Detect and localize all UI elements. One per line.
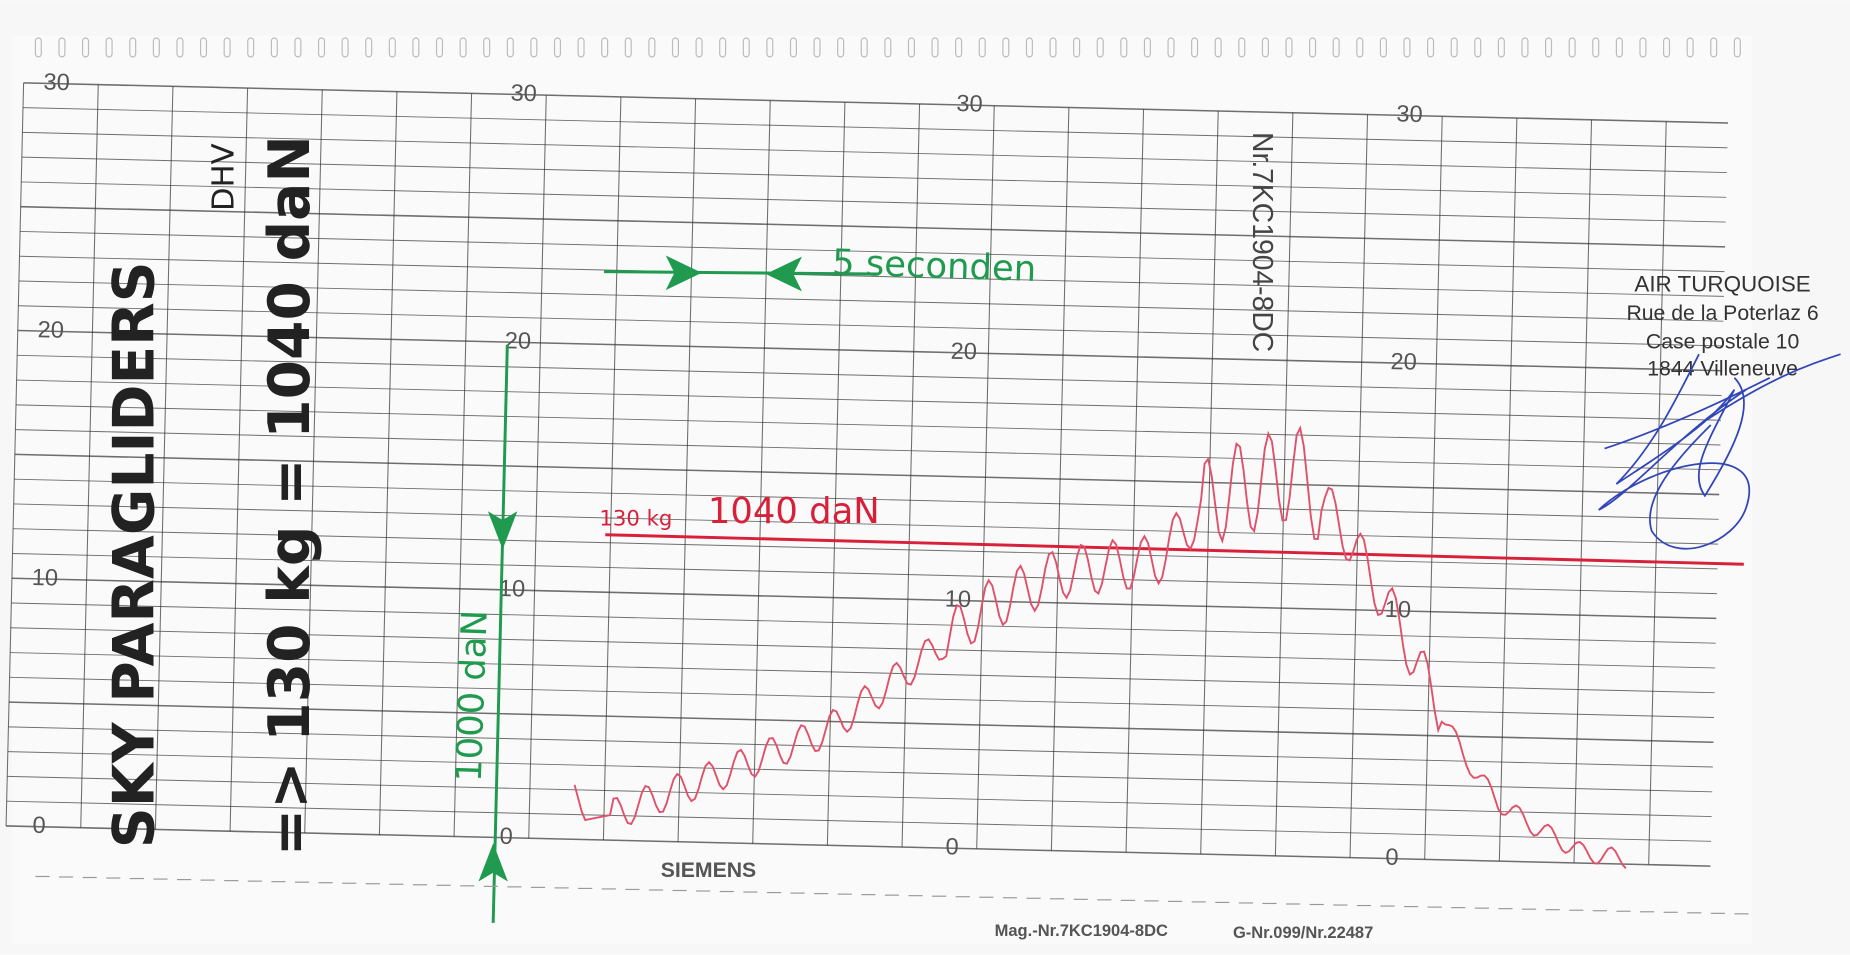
scale-label: 30 bbox=[43, 69, 70, 96]
stamp-line: 1844 Villeneuve bbox=[1647, 357, 1798, 380]
scanned-recorder-chart: 3020100302010030201003020100 5 seconden … bbox=[0, 0, 1850, 955]
scale-label: 10 bbox=[32, 564, 59, 591]
load-label: 1040 daN bbox=[708, 491, 880, 532]
scale-label: 0 bbox=[1385, 844, 1399, 870]
scale-label: 0 bbox=[945, 833, 959, 859]
stamp-line: AIR TURQUOISE bbox=[1634, 272, 1810, 297]
scale-label: 0 bbox=[499, 823, 513, 849]
scale-note: 1000 daN bbox=[449, 609, 496, 782]
weight-label: 130 kg bbox=[599, 506, 672, 531]
scale-label: 20 bbox=[1390, 348, 1417, 375]
scale-label: 30 bbox=[1396, 100, 1423, 127]
scale-label: 20 bbox=[37, 316, 64, 343]
manufacturer: SIEMENS bbox=[661, 859, 757, 882]
scale-label: 30 bbox=[510, 80, 537, 107]
test-note: => 130 kg = 1040 daN bbox=[257, 135, 323, 856]
scale-label: 0 bbox=[32, 812, 46, 838]
stamp-line: Rue de la Poterlaz 6 bbox=[1626, 302, 1818, 325]
brand-note: SKY PARAGLIDERS bbox=[101, 261, 167, 848]
stamp-line: Case postale 10 bbox=[1646, 330, 1799, 353]
certification-note: DHV bbox=[207, 143, 242, 211]
mag-number: Mag.-Nr.7KC1904-8DC bbox=[995, 922, 1168, 940]
scale-label: 30 bbox=[956, 90, 983, 117]
scale-label: 10 bbox=[945, 585, 972, 612]
g-number: G-Nr.099/Nr.22487 bbox=[1233, 924, 1373, 942]
scale-label: 20 bbox=[950, 338, 977, 365]
time-note: 5 seconden bbox=[831, 242, 1036, 290]
serial-vertical: Nr.7KC1904-8DC bbox=[1247, 132, 1279, 352]
